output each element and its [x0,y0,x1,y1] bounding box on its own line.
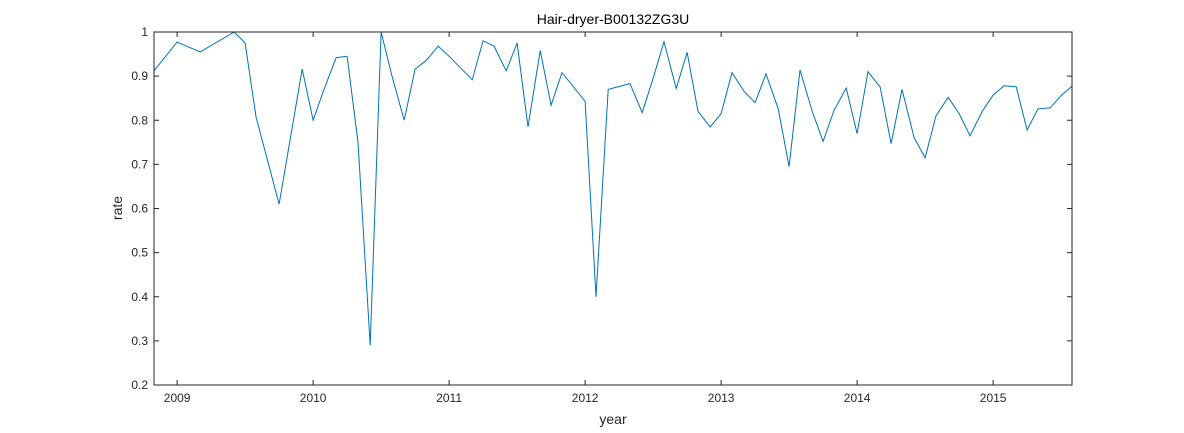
x-tick-label: 2013 [708,391,735,405]
x-tick-label: 2015 [980,391,1007,405]
axes-ticks [154,31,1072,386]
tick-labels: 2009 2010 2011 2012 2013 2014 2015 0.2 0.3 0.4 0.5… [131,25,1006,405]
series-line [153,31,1073,346]
x-tick-label: 2014 [844,391,871,405]
y-tick-label: 0.2 [131,378,148,392]
axes-box [153,31,1073,386]
y-tick-label: 0.6 [131,202,148,216]
x-tick-label: 2009 [164,391,191,405]
plot-area [154,32,1072,385]
y-tick-label: 1 [141,25,148,39]
x-tick-label: 2010 [300,391,327,405]
y-tick-label: 0.9 [131,69,148,83]
y-axis-title: rate [109,196,125,220]
y-tick-label: 0.3 [131,334,148,348]
y-tick-label: 0.7 [131,157,148,171]
chart-title: Hair-dryer-B00132ZG3U [537,11,690,27]
y-tick-label: 0.5 [131,246,148,260]
x-axis-title: year [599,411,627,427]
y-tick-label: 0.4 [131,290,148,304]
x-tick-label: 2011 [436,391,462,405]
y-tick-label: 0.8 [131,113,148,127]
x-tick-label: 2012 [572,391,599,405]
